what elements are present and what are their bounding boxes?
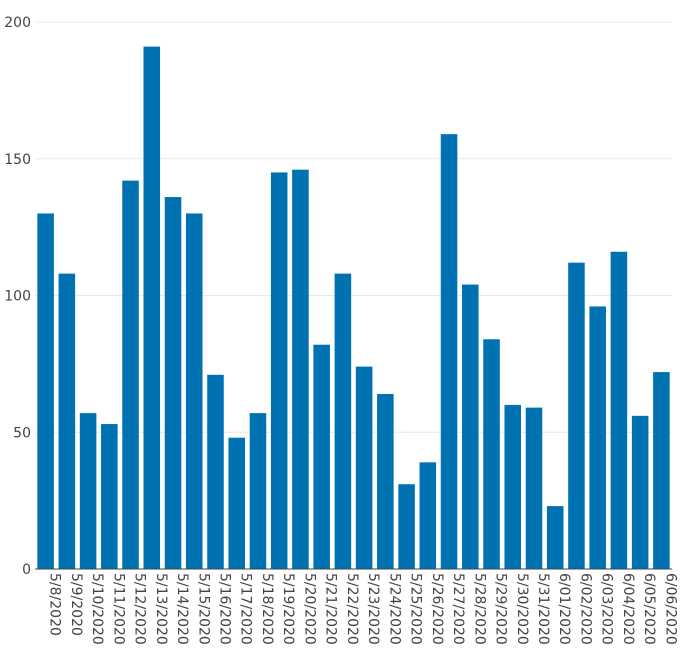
x-tick-label: 5/30/2020 <box>514 573 530 645</box>
bar <box>185 213 203 569</box>
x-tick-label: 5/8/2020 <box>47 573 63 636</box>
bar <box>249 413 267 569</box>
bar <box>589 306 606 569</box>
bar <box>313 344 330 569</box>
bar <box>631 415 649 569</box>
bar <box>79 413 97 569</box>
x-tick-label: 6/04/2020 <box>620 573 636 645</box>
bar <box>292 169 309 569</box>
y-tick-label: 150 <box>4 152 31 168</box>
bar <box>143 46 161 570</box>
bar <box>653 372 670 569</box>
bar <box>546 506 564 569</box>
x-tick-label: 5/29/2020 <box>493 573 509 645</box>
x-tick-label: 6/03/2020 <box>599 573 615 645</box>
bar <box>37 213 54 569</box>
x-tick-label: 6/01/2020 <box>556 573 572 645</box>
x-tick-label: 5/13/2020 <box>153 573 169 645</box>
bar <box>164 197 182 570</box>
x-tick-label: 5/14/2020 <box>174 573 190 645</box>
x-tick-label: 5/22/2020 <box>344 573 360 645</box>
bar <box>58 273 76 569</box>
x-tick-label: 5/19/2020 <box>280 573 296 645</box>
bar <box>334 273 352 569</box>
x-tick-label: 6/06/2020 <box>662 573 678 645</box>
bar <box>377 393 394 569</box>
bar <box>504 404 522 569</box>
x-tick-label: 5/23/2020 <box>365 573 381 645</box>
x-tick-label: 5/24/2020 <box>386 573 402 645</box>
bar <box>525 407 543 569</box>
x-tick-label: 5/26/2020 <box>429 573 445 645</box>
x-tick-label: 5/28/2020 <box>471 573 487 645</box>
bar <box>270 172 288 570</box>
x-tick-label: 5/15/2020 <box>195 573 211 645</box>
y-tick-label: 50 <box>13 425 31 441</box>
bar <box>483 339 500 569</box>
x-tick-label: 5/10/2020 <box>89 573 105 645</box>
x-tick-label: 5/11/2020 <box>110 573 126 645</box>
x-tick-label: 5/12/2020 <box>132 573 148 645</box>
bar <box>462 284 479 569</box>
bar <box>419 462 437 569</box>
x-tick-label: 6/02/2020 <box>577 573 593 645</box>
x-tick-label: 6/05/2020 <box>641 573 657 645</box>
x-tick-label: 5/31/2020 <box>535 573 551 645</box>
x-tick-label: 5/16/2020 <box>216 573 232 645</box>
x-tick-label: 5/9/2020 <box>68 573 84 636</box>
x-tick-label: 5/17/2020 <box>238 573 254 645</box>
x-axis-ticks: 5/8/2020 5/9/2020 5/10/2020 5/11/2020 5/12/2… <box>47 573 679 645</box>
bar <box>228 437 245 569</box>
y-tick-label: 200 <box>4 15 31 31</box>
bar <box>101 424 118 569</box>
bar <box>440 134 458 569</box>
x-tick-label: 5/18/2020 <box>259 573 275 645</box>
x-tick-label: 5/27/2020 <box>450 573 466 645</box>
bar <box>355 366 373 569</box>
gridlines <box>35 21 672 433</box>
bar <box>568 262 585 569</box>
bar <box>610 251 628 570</box>
bar <box>122 180 139 569</box>
y-tick-label: 0 <box>22 562 31 578</box>
x-tick-label: 5/20/2020 <box>301 573 317 645</box>
bar <box>207 374 224 569</box>
bars <box>37 46 670 570</box>
x-tick-label: 5/25/2020 <box>408 573 424 645</box>
y-axis-ticks: 0 50 100 150 200 <box>4 15 31 578</box>
x-tick-label: 5/21/2020 <box>323 573 339 645</box>
bar <box>398 484 415 569</box>
y-tick-label: 100 <box>4 289 31 305</box>
